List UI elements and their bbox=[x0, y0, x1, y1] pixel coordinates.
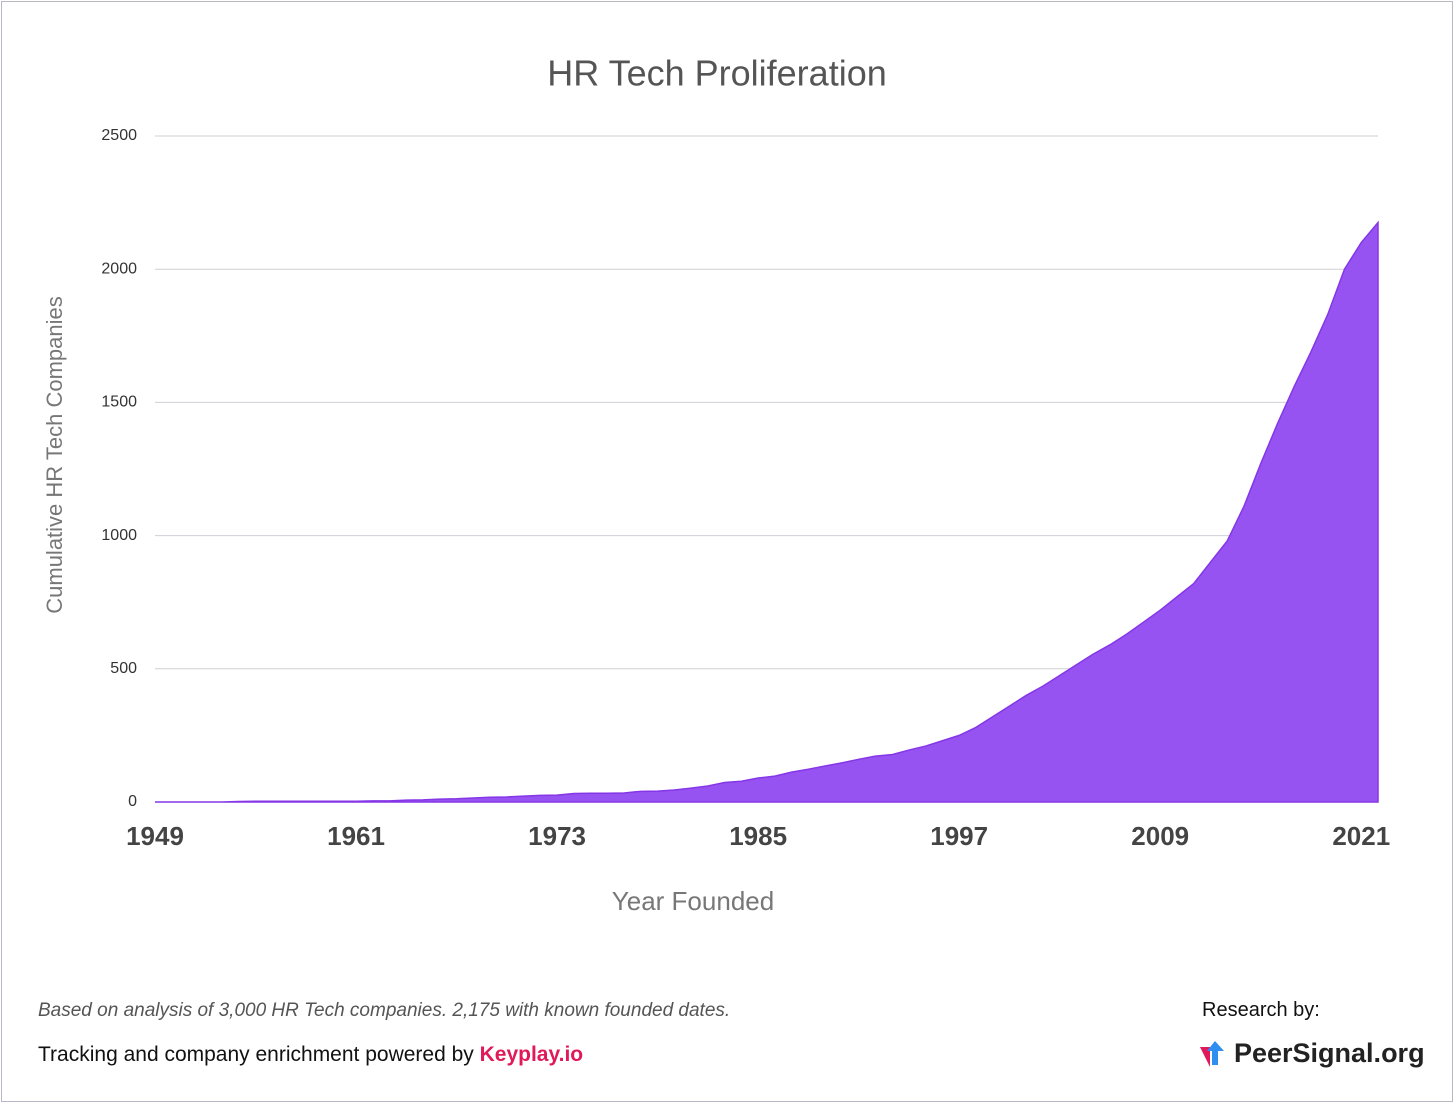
area bbox=[155, 220, 1379, 803]
x-tick-label: 1985 bbox=[729, 821, 787, 851]
keyplay-link[interactable]: Keyplay.io bbox=[479, 1043, 584, 1066]
chart-title: HR Tech Proliferation bbox=[547, 53, 887, 94]
x-tick-label: 2009 bbox=[1131, 821, 1189, 851]
powered-text: Tracking and company enrichment powered … bbox=[38, 1043, 474, 1066]
y-tick-label: 1000 bbox=[101, 527, 137, 544]
x-tick-label: 1961 bbox=[327, 821, 385, 851]
peersignal-text: PeerSignal.org bbox=[1234, 1038, 1425, 1068]
y-tick-label: 2500 bbox=[101, 127, 137, 144]
peersignal-brand[interactable]: PeerSignal.org bbox=[1198, 1038, 1425, 1069]
powered-by: Tracking and company enrichment powered … bbox=[38, 1043, 583, 1067]
research-label: Research by: bbox=[1202, 999, 1320, 1021]
y-tick-label: 1500 bbox=[101, 394, 137, 411]
chart: HR Tech Proliferation Year Founded Cumul… bbox=[42, 53, 1390, 916]
y-tick-label: 2000 bbox=[101, 260, 137, 277]
peersignal-logo bbox=[1200, 1040, 1224, 1067]
y-tick-label: 0 bbox=[128, 793, 137, 810]
x-tick-label: 1949 bbox=[126, 821, 184, 851]
x-tick-label: 1997 bbox=[930, 821, 988, 851]
x-tick-label: 2021 bbox=[1332, 821, 1390, 851]
y-tick-label: 500 bbox=[110, 660, 137, 677]
x-axis-title: Year Founded bbox=[612, 886, 774, 916]
x-tick-label: 1973 bbox=[528, 821, 586, 851]
footnote: Based on analysis of 3,000 HR Tech compa… bbox=[38, 1000, 731, 1021]
y-axis-title: Cumulative HR Tech Companies bbox=[42, 296, 67, 614]
